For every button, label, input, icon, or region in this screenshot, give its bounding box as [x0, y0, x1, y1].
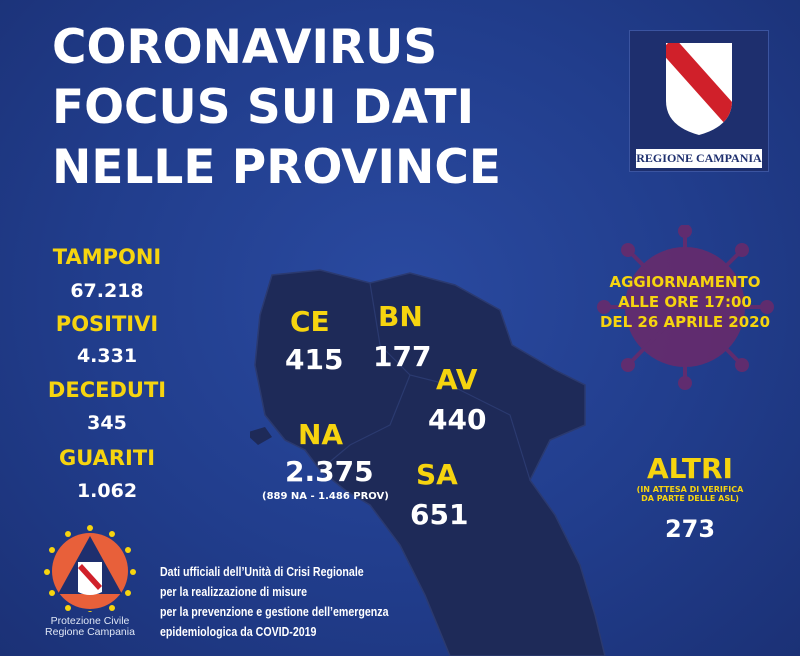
title-line: CORONAVIRUS	[52, 20, 438, 75]
province-code-ce: CE	[290, 305, 330, 338]
altri-label: ALTRI	[647, 452, 733, 485]
footer-line: epidemiologica da COVID-2019	[160, 625, 317, 639]
stat-label-tamponi: TAMPONI	[52, 245, 162, 269]
altri-note: (IN ATTESA DI VERIFICA	[636, 485, 744, 494]
altri-note: DA PARTE DELLE ASL)	[641, 494, 739, 503]
campania-map	[250, 269, 606, 656]
footer-line: Dati ufficiali dell’Unità di Crisi Regio…	[160, 565, 364, 579]
stat-value-tamponi: 67.218	[70, 280, 144, 302]
altri-value: 273	[664, 515, 716, 543]
title-line: FOCUS SUI DATI	[52, 80, 475, 135]
update-line: ALLE ORE 17:00	[618, 293, 752, 311]
stat-label-guariti: GUARITI	[58, 446, 156, 470]
footer-line: per la prevenzione e gestione dell’emerg…	[160, 605, 389, 619]
province-code-av: AV	[436, 363, 478, 396]
stat-value-guariti: 1.062	[76, 480, 138, 502]
protezione-civile-logo: Protezione Civile Regione Campania	[35, 522, 145, 638]
province-code-bn: BN	[378, 300, 423, 333]
province-note-na: (889 NA - 1.486 PROV)	[262, 491, 389, 502]
stat-value-deceduti: 345	[87, 412, 127, 434]
update-line: AGGIORNAMENTO	[609, 273, 761, 291]
province-code-sa: SA	[416, 458, 458, 491]
province-value-sa: 651	[410, 498, 469, 531]
province-value-na: 2.375	[285, 455, 374, 488]
stat-label-deceduti: DECEDUTI	[47, 378, 167, 402]
protezione-line: Protezione Civile	[50, 615, 130, 627]
protezione-civile-emblem-icon	[44, 525, 136, 617]
update-line: DEL 26 APRILE 2020	[599, 313, 771, 331]
logo-caption: REGIONE CAMPANIA	[636, 149, 762, 168]
province-code-na: NA	[298, 418, 344, 451]
stat-value-positivi: 4.331	[76, 345, 138, 367]
province-value-ce: 415	[285, 343, 344, 376]
stat-label-positivi: POSITIVI	[55, 312, 159, 336]
province-value-bn: 177	[373, 340, 432, 373]
virus-icon	[597, 225, 774, 390]
page-title: CORONAVIRUS FOCUS SUI DATI NELLE PROVINC…	[52, 18, 501, 198]
footer-text: Dati ufficiali dell’Unità di Crisi Regio…	[160, 562, 389, 642]
altri-block: ALTRI (IN ATTESA DI VERIFICA DA PARTE DE…	[630, 452, 750, 543]
protezione-caption: Protezione Civile Regione Campania	[35, 616, 145, 638]
protezione-line: Regione Campania	[45, 626, 135, 638]
province-value-av: 440	[428, 403, 487, 436]
regione-campania-logo: REGIONE CAMPANIA	[629, 30, 769, 172]
title-line: NELLE PROVINCE	[52, 140, 501, 195]
footer-line: per la realizzazione di misure	[160, 585, 308, 599]
coat-of-arms-icon	[666, 43, 732, 135]
update-info: AGGIORNAMENTO ALLE ORE 17:00 DEL 26 APRI…	[585, 272, 785, 332]
